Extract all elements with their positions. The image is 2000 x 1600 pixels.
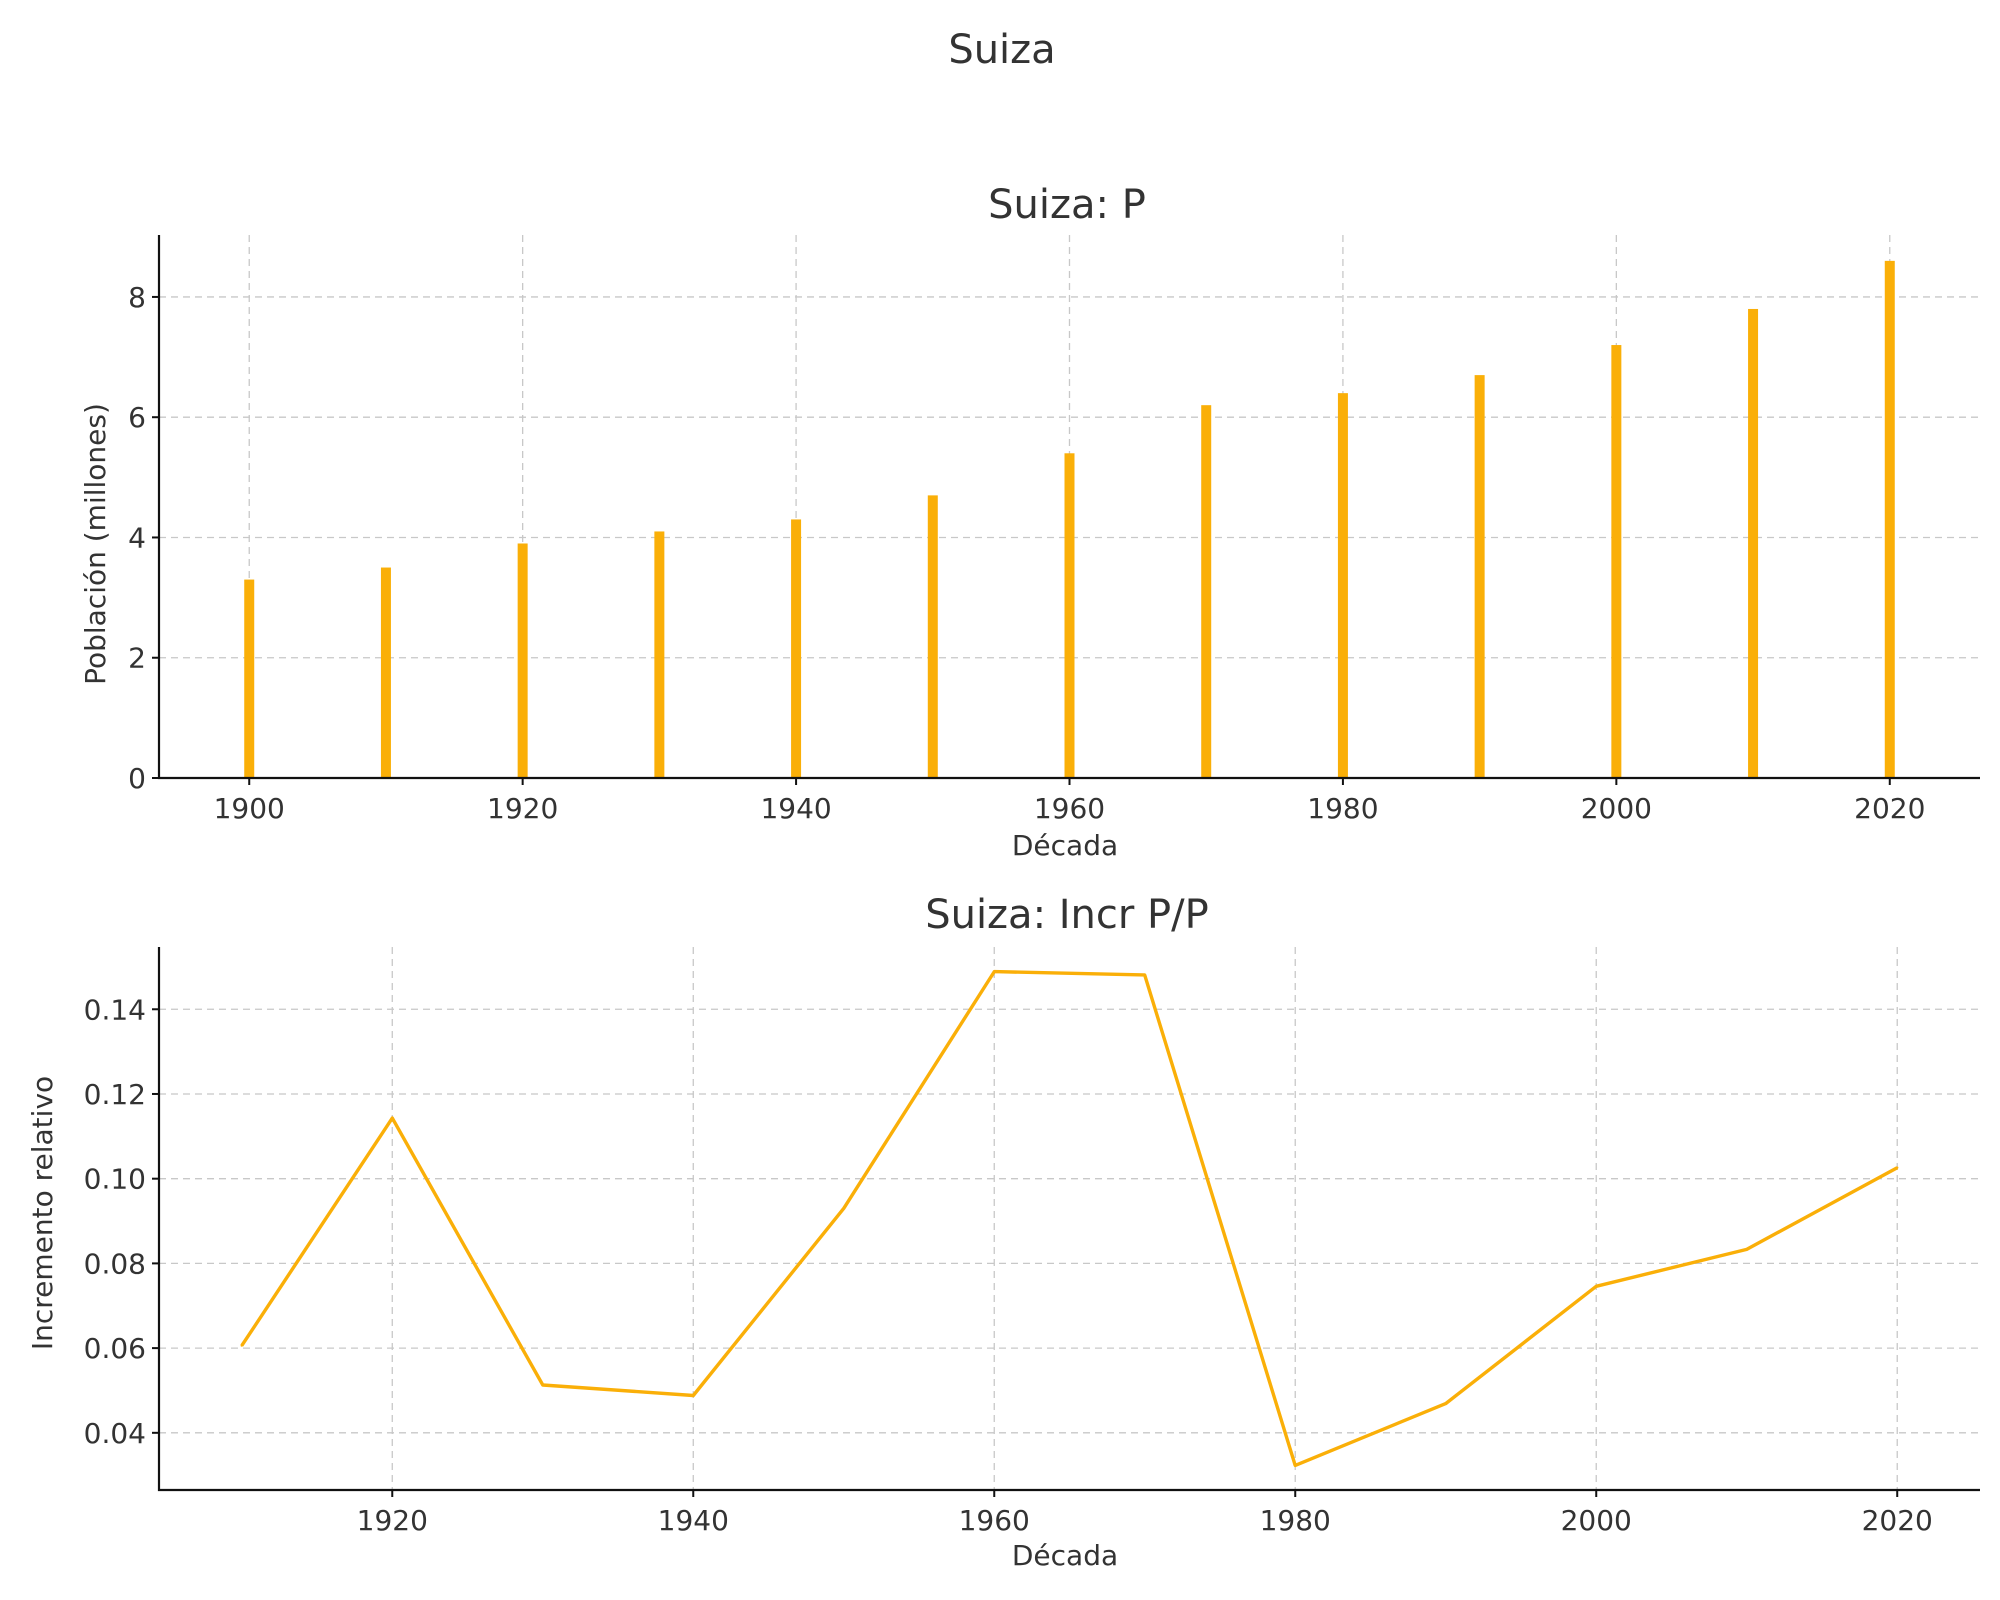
y-tick-label: 0.06 <box>84 1332 146 1365</box>
y-tick-label: 8 <box>128 281 146 314</box>
relative-increase-point-1910 <box>240 1344 243 1347</box>
relative-increase-point-1990 <box>1444 1402 1447 1405</box>
y-tick-label: 6 <box>128 401 146 434</box>
population-bar-2020 <box>1884 260 1895 778</box>
bar-chart-plot-area: 1900 1920 1940 1960 1980 2000 2020 0 2 4 6 8 <box>128 235 1980 825</box>
relative-increase-line-chart: Suiza: Incr P/P Década Incremento relati… <box>26 892 1980 1572</box>
x-tick-label: 1940 <box>760 792 831 825</box>
x-tick-label: 1960 <box>959 1504 1030 1537</box>
y-tick-label: 2 <box>128 642 146 675</box>
relative-increase-point-1970 <box>1143 973 1146 977</box>
population-bar-1950 <box>927 495 938 778</box>
relative-increase-point-2010 <box>1745 1248 1748 1251</box>
figure-title: Suiza <box>948 27 1055 73</box>
relative-increase-point-1950 <box>842 1207 845 1210</box>
line-chart-x-axis-label: Década <box>1012 1539 1118 1572</box>
population-bar-1940 <box>791 519 802 778</box>
line-chart-y-axis-label: Incremento relativo <box>26 1076 59 1350</box>
x-tick-label: 2000 <box>1561 1504 1632 1537</box>
y-tick-label: 0.04 <box>84 1417 146 1450</box>
x-tick-label: 1920 <box>487 792 558 825</box>
y-tick-label: 0 <box>128 762 146 795</box>
relative-increase-point-1960 <box>993 970 996 973</box>
population-bar-1980 <box>1337 393 1348 778</box>
x-tick-label: 1920 <box>357 1504 428 1537</box>
relative-increase-point-1920 <box>391 1116 394 1120</box>
x-tick-label: 1900 <box>214 792 285 825</box>
population-bar-1900 <box>244 579 255 778</box>
line-chart-title: Suiza: Incr P/P <box>925 892 1209 938</box>
relative-increase-point-1980 <box>1294 1464 1297 1467</box>
relative-increase-point-1930 <box>541 1383 544 1387</box>
population-bar-1990 <box>1474 375 1485 778</box>
y-tick-label: 0.14 <box>84 993 146 1026</box>
population-bar-1920 <box>517 543 528 778</box>
population-bar-1910 <box>380 567 391 778</box>
x-tick-label: 1980 <box>1260 1504 1331 1537</box>
bar-chart-x-axis-label: Década <box>1012 829 1118 862</box>
population-bar-1970 <box>1201 405 1212 778</box>
y-tick-label: 0.12 <box>84 1078 146 1111</box>
bar-chart-title: Suiza: P <box>988 182 1146 228</box>
x-tick-label: 2020 <box>1862 1504 1933 1537</box>
relative-increase-line <box>240 969 1899 1468</box>
x-tick-label: 1980 <box>1307 792 1378 825</box>
population-bar-1960 <box>1064 453 1075 778</box>
population-bar-1930 <box>654 531 665 778</box>
x-tick-label: 2000 <box>1581 792 1652 825</box>
x-tick-label: 2020 <box>1854 792 1925 825</box>
relative-increase-point-2000 <box>1595 1285 1598 1288</box>
y-tick-label: 0.08 <box>84 1247 146 1280</box>
x-tick-label: 1960 <box>1034 792 1105 825</box>
population-bar-2010 <box>1748 308 1759 778</box>
population-bar-2000 <box>1611 345 1622 778</box>
y-tick-label: 0.10 <box>84 1163 146 1196</box>
relative-increase-point-2020 <box>1896 1166 1899 1169</box>
relative-increase-point-1940 <box>692 1394 695 1397</box>
x-tick-label: 1940 <box>658 1504 729 1537</box>
axis-spines <box>157 947 1980 1492</box>
y-tick-label: 4 <box>128 521 146 554</box>
line-chart-plot-area: 1920 1940 1960 1980 2000 2020 0.04 0.06 0.08 0.10… <box>84 947 1980 1537</box>
population-bar-chart: Suiza: P Década Población (millones) 190… <box>79 182 1980 862</box>
bar-chart-y-axis-label: Población (millones) <box>79 403 112 685</box>
